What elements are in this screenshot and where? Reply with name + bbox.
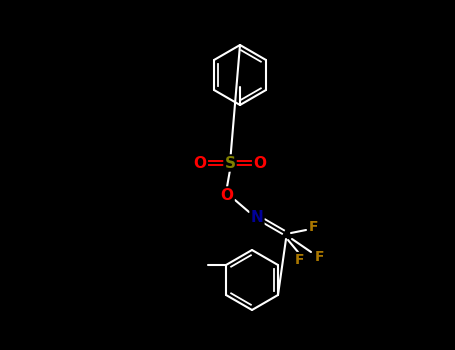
Text: F: F — [294, 253, 304, 267]
Text: F: F — [309, 220, 319, 234]
Text: S: S — [224, 155, 236, 170]
Text: O: O — [221, 188, 233, 203]
Text: O: O — [193, 155, 207, 170]
Text: F: F — [315, 250, 325, 264]
Text: O: O — [253, 155, 267, 170]
Text: N: N — [251, 210, 263, 224]
